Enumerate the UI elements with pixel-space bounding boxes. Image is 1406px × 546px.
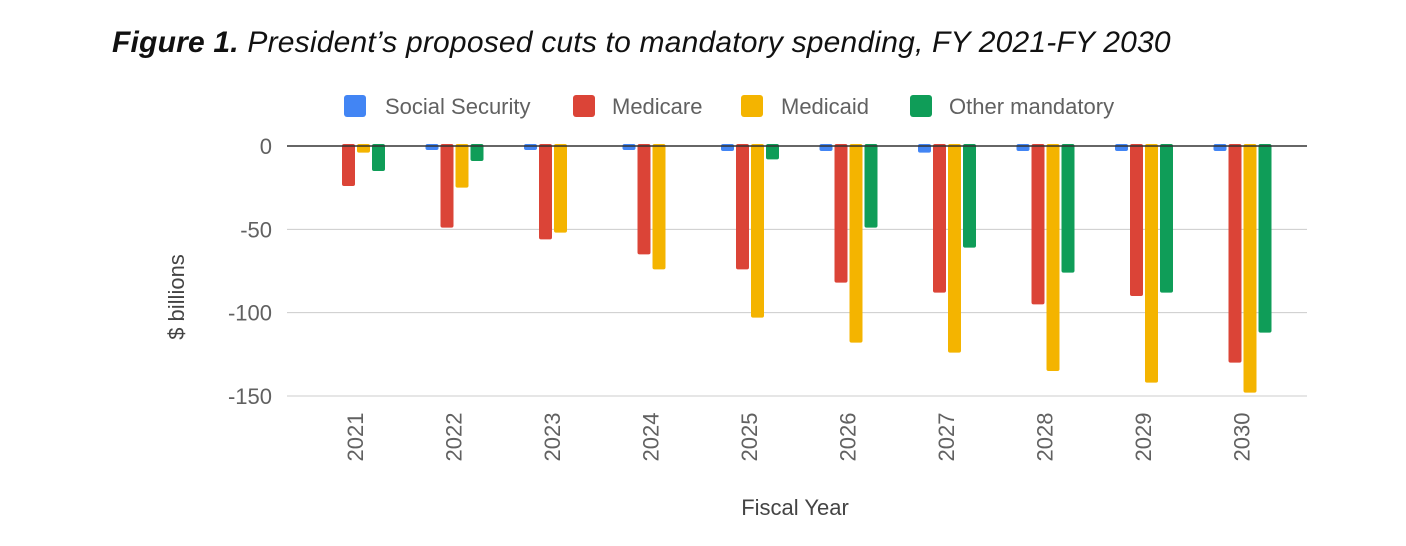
legend-label: Medicaid xyxy=(781,94,869,119)
bars xyxy=(342,144,1272,393)
legend-swatch xyxy=(344,95,366,117)
bar-medicaid-2026 xyxy=(849,144,863,343)
x-tick-label: 2030 xyxy=(1229,413,1254,462)
bar-medicare-2027 xyxy=(933,144,946,293)
x-tick-label: 2027 xyxy=(934,413,959,462)
figure-label: Figure 1. xyxy=(112,26,239,59)
x-tick-label: 2029 xyxy=(1131,413,1156,462)
bar-medicaid-2027 xyxy=(948,144,961,353)
bar-medicaid-2025 xyxy=(751,144,764,318)
figure-title: Figure 1. President’s proposed cuts to m… xyxy=(112,26,1171,60)
bar-social-security-2029 xyxy=(1115,144,1128,151)
y-tick-label: -150 xyxy=(228,384,272,409)
bar-other-mandatory-2027 xyxy=(963,144,976,248)
x-tick-label: 2021 xyxy=(343,413,368,462)
figure-caption: President’s proposed cuts to mandatory s… xyxy=(247,26,1171,59)
legend: Social Security Medicare Medicaid Other man… xyxy=(344,94,1114,119)
bar-other-mandatory-2025 xyxy=(766,144,779,160)
x-tick-label: 2026 xyxy=(835,413,860,462)
bar-medicare-2025 xyxy=(736,144,749,270)
bar-medicaid-2022 xyxy=(455,144,469,188)
y-axis-title: $ billions xyxy=(164,254,189,340)
legend-item: Social Security xyxy=(344,94,531,119)
x-tick-label: 2028 xyxy=(1032,413,1057,462)
bar-medicare-2030 xyxy=(1228,144,1242,363)
bar-social-security-2023 xyxy=(524,144,537,150)
x-tick-label: 2024 xyxy=(638,413,663,462)
bar-medicare-2022 xyxy=(440,144,454,228)
x-axis-ticks: 2021 2022 2023 2024 2025 2026 2027 2028 2029 2030 xyxy=(343,413,1255,462)
bar-social-security-2026 xyxy=(819,144,833,151)
y-axis-ticks: 0 -50 -100 -150 xyxy=(228,134,272,409)
x-tick-label: 2023 xyxy=(540,413,565,462)
bar-medicaid-2028 xyxy=(1046,144,1060,371)
bar-medicare-2023 xyxy=(539,144,552,240)
x-axis-title: Fiscal Year xyxy=(741,495,849,520)
bar-social-security-2028 xyxy=(1016,144,1030,151)
legend-swatch xyxy=(573,95,595,117)
legend-swatch xyxy=(910,95,932,117)
y-tick-label: -50 xyxy=(240,217,272,242)
legend-item: Medicaid xyxy=(741,94,869,119)
bar-medicaid-2023 xyxy=(554,144,567,233)
bar-other-mandatory-2028 xyxy=(1061,144,1075,273)
bar-social-security-2024 xyxy=(622,144,636,150)
bar-medicare-2026 xyxy=(834,144,848,283)
bar-social-security-2030 xyxy=(1213,144,1227,151)
bar-other-mandatory-2022 xyxy=(470,144,484,161)
legend-item: Other mandatory xyxy=(910,94,1114,119)
y-tick-label: 0 xyxy=(260,134,272,159)
legend-label: Medicare xyxy=(612,94,702,119)
bar-other-mandatory-2029 xyxy=(1160,144,1173,293)
bar-social-security-2025 xyxy=(721,144,734,151)
bar-social-security-2022 xyxy=(425,144,439,150)
y-tick-label: -100 xyxy=(228,301,272,326)
bar-medicare-2028 xyxy=(1031,144,1045,305)
bar-medicare-2024 xyxy=(637,144,651,255)
legend-label: Social Security xyxy=(385,94,531,119)
bar-medicare-2029 xyxy=(1130,144,1143,296)
bar-other-mandatory-2021 xyxy=(372,144,385,171)
bar-medicaid-2029 xyxy=(1145,144,1158,383)
bar-other-mandatory-2026 xyxy=(864,144,878,228)
legend-item: Medicare xyxy=(573,94,702,119)
bar-medicaid-2024 xyxy=(652,144,666,270)
legend-swatch xyxy=(741,95,763,117)
legend-label: Other mandatory xyxy=(949,94,1114,119)
bar-other-mandatory-2030 xyxy=(1258,144,1272,333)
x-tick-label: 2022 xyxy=(441,413,466,462)
x-tick-label: 2025 xyxy=(737,413,762,462)
bar-medicare-2021 xyxy=(342,144,355,186)
bar-medicaid-2030 xyxy=(1243,144,1257,393)
